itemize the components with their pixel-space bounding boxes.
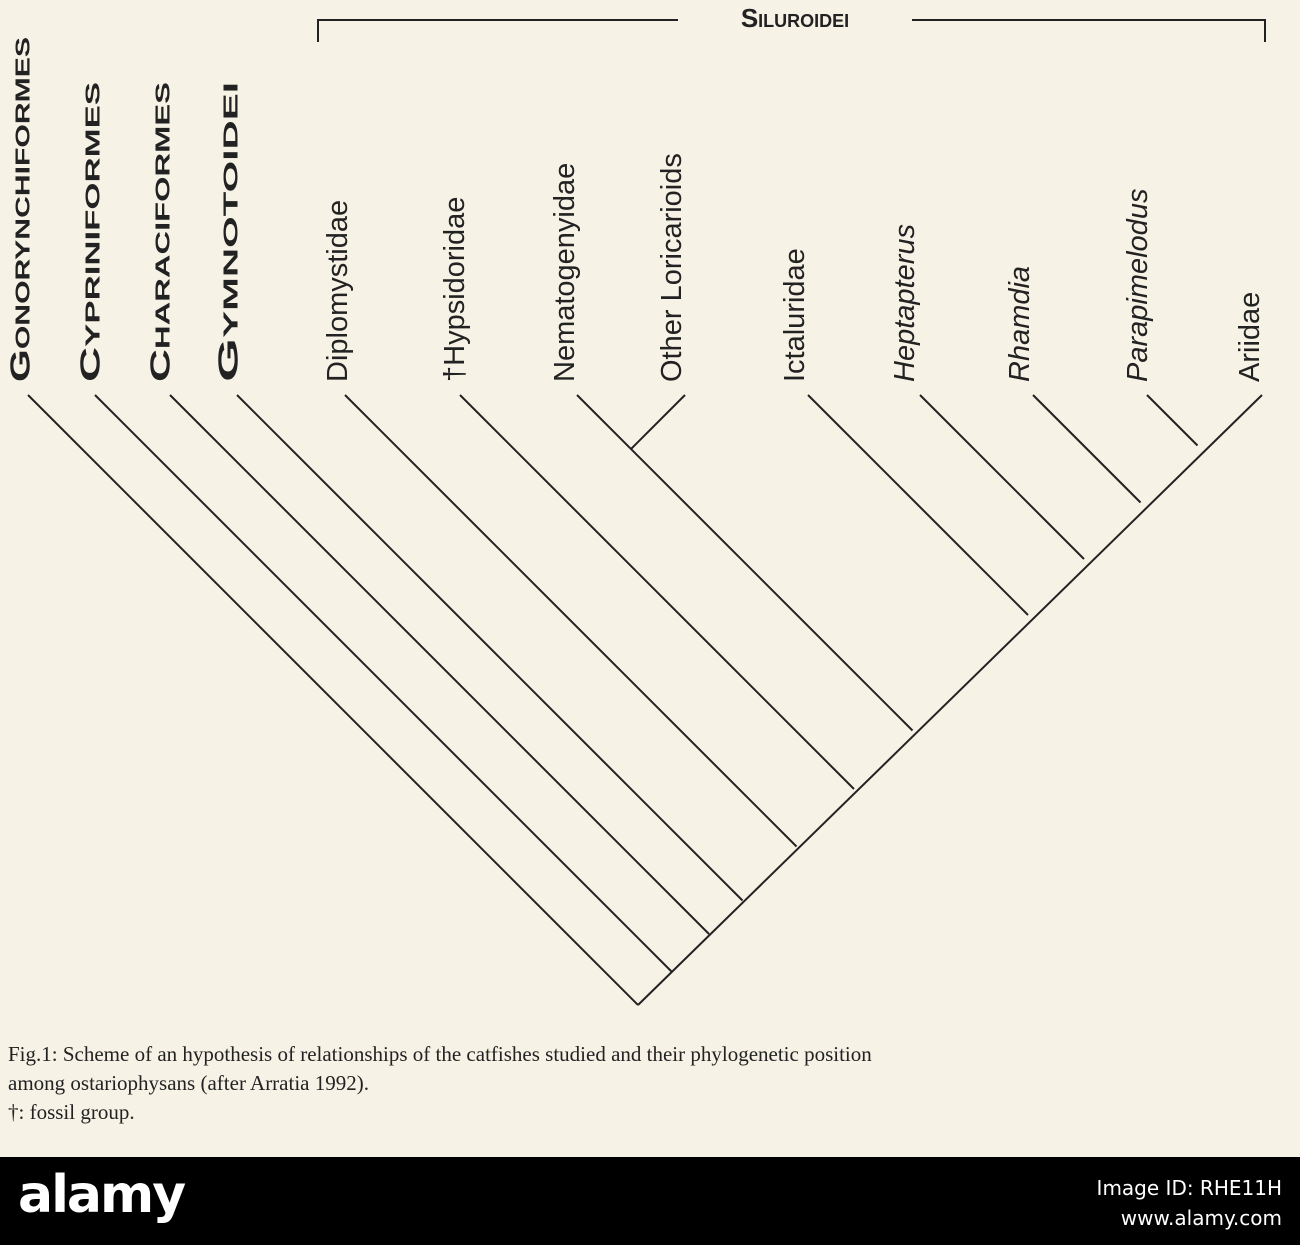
taxon-label-cypriniformes: Cypriniformes xyxy=(75,82,106,382)
caption-line-2: among ostariophysans (after Arratia 1992… xyxy=(8,1071,369,1095)
taxon-label-parapimelodus: Parapimelodus xyxy=(1122,189,1154,382)
taxon-labels: Gonorynchiformes Cypriniformes Characiform… xyxy=(5,37,1267,382)
cladogram: Siluroidei Gonorynchiformes Cypriniformes… xyxy=(5,3,1267,1006)
taxon-label-ictaluridae: Ictaluridae xyxy=(779,248,811,382)
branch-cypriniformes xyxy=(94,394,673,973)
caption-line-3: †: fossil group. xyxy=(8,1100,135,1124)
bracket-right-arm xyxy=(912,19,1266,42)
taxon-label-heptapterus: Heptapterus xyxy=(889,224,921,382)
taxon-label-gymnotoidei: Gymnotoidei xyxy=(213,82,244,382)
branch-parapimelodus xyxy=(1146,394,1199,447)
figure-caption: Fig.1: Scheme of an hypothesis of relati… xyxy=(8,1040,1298,1127)
siluroidei-label: Siluroidei xyxy=(741,3,849,33)
alamy-logo: alamy xyxy=(18,1165,186,1225)
branch-hypsidoridae xyxy=(459,394,855,790)
branch-characiformes xyxy=(169,394,710,935)
caption-line-1: Fig.1: Scheme of an hypothesis of relati… xyxy=(8,1042,872,1066)
taxon-label-hypsidoridae: †Hypsidoridae xyxy=(439,197,471,382)
taxon-label-characiformes: Characiformes xyxy=(145,82,176,382)
image-id-block: Image ID: RHE11H www.alamy.com xyxy=(1097,1173,1282,1233)
taxon-label-gonorynchiformes: Gonorynchiformes xyxy=(5,37,36,382)
taxon-label-ariidae: Ariidae xyxy=(1234,292,1266,382)
branch-heptapterus xyxy=(919,394,1085,560)
branch-ictaluridae xyxy=(807,394,1029,616)
taxon-label-rhamdia: Rhamdia xyxy=(1004,266,1036,382)
taxon-label-otherloricarioids: Other Loricarioids xyxy=(656,153,688,382)
taxon-label-diplomystidae: Diplomystidae xyxy=(322,200,354,382)
image-id: Image ID: RHE11H xyxy=(1096,1176,1282,1200)
branch-nematogenyidae xyxy=(576,394,914,732)
branch-otherloricarioids xyxy=(630,394,686,450)
site-url: www.alamy.com xyxy=(1120,1206,1282,1230)
tree-branches xyxy=(27,394,1263,1006)
branch-gonorynchiformes xyxy=(27,394,639,1006)
branch-rhamdia xyxy=(1032,394,1142,504)
siluroidei-bracket xyxy=(317,19,1266,42)
taxon-label-nematogenyidae: Nematogenyidae xyxy=(549,163,581,382)
spine-branch xyxy=(637,394,1263,1006)
branch-diplomystidae xyxy=(344,394,798,848)
watermark-footer: alamy Image ID: RHE11H www.alamy.com xyxy=(0,1157,1300,1245)
branch-gymnotoidei xyxy=(236,394,744,902)
bracket-left-arm xyxy=(317,19,678,42)
